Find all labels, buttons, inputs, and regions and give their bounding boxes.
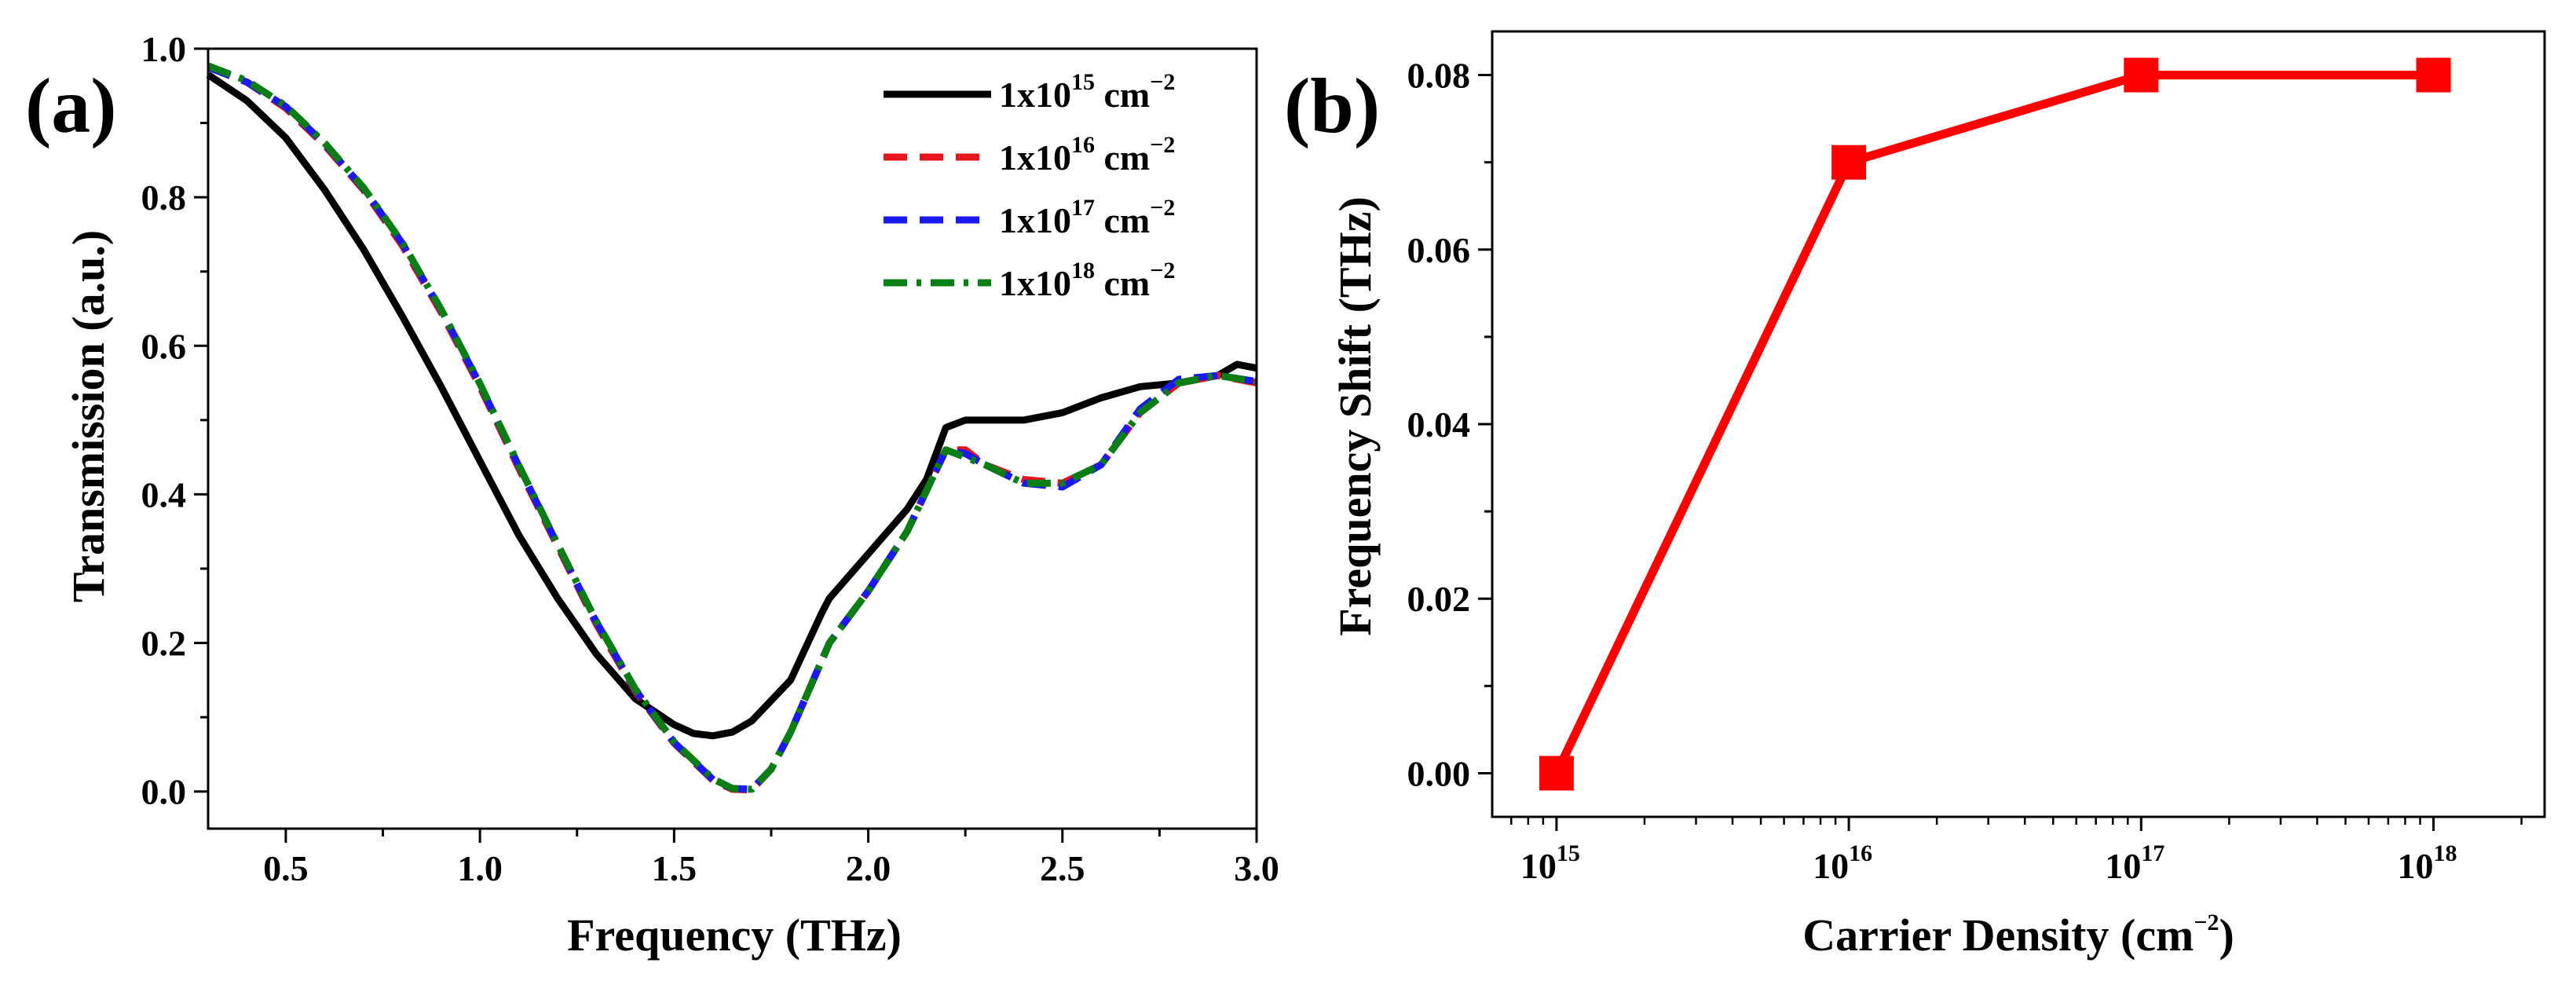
x-tick-label: 1018 xyxy=(2398,840,2457,886)
panel-b-x-axis-title-text: Carrier Density (cm xyxy=(1802,910,2194,961)
x-tick-label-base: 10 xyxy=(2105,846,2141,886)
data-point-marker xyxy=(1539,756,1574,791)
legend-label-unit-exp: −2 xyxy=(1150,195,1175,221)
y-tick-label: 0.02 xyxy=(1407,579,1471,619)
legend-label-exp: 15 xyxy=(1071,69,1095,95)
y-tick-label: 0.06 xyxy=(1407,230,1471,270)
y-tick-label: 0.08 xyxy=(1407,56,1471,96)
panel-b: (b) 1015 1016 1017 10180.000.020.040.060.08… xyxy=(1284,30,2546,961)
series-line-18 xyxy=(207,62,1257,793)
x-tick-label: 1016 xyxy=(1813,840,1872,886)
legend-label-unit: cm xyxy=(1095,263,1150,303)
panel-a-frame xyxy=(207,47,1258,830)
panel-b-y-axis-title: Frequency Shift (THz) xyxy=(1330,196,1381,636)
panel-a-x-axis-title: Frequency (THz) xyxy=(567,910,902,961)
legend-label-unit-exp: −2 xyxy=(1150,69,1175,95)
legend-label-base: 1x10 xyxy=(999,137,1071,178)
x-tick-label: 1.0 xyxy=(457,848,503,888)
x-tick-label-base: 10 xyxy=(1520,846,1557,886)
panel-b-x-axis-title-exp: −2 xyxy=(2194,910,2219,935)
x-tick-label-base: 10 xyxy=(1813,846,1849,886)
x-tick-label: 3.0 xyxy=(1234,848,1279,888)
legend-label-unit-exp: −2 xyxy=(1150,132,1175,158)
legend-label-unit-exp: −2 xyxy=(1150,258,1175,284)
legend-label-exp: 17 xyxy=(1071,195,1095,221)
legend-label-base: 1x10 xyxy=(999,200,1071,240)
legend-label-15: 1x1015 cm−2 xyxy=(999,69,1175,115)
y-tick-label: 0.6 xyxy=(141,326,187,366)
legend-label-16: 1x1016 cm−2 xyxy=(999,132,1175,178)
frequency-shift-line xyxy=(1552,71,2434,775)
panel-b-x-axis-title: Carrier Density (cm−2) xyxy=(1802,910,2234,961)
legend-label-base: 1x10 xyxy=(999,75,1071,115)
legend-label-17: 1x1017 cm−2 xyxy=(999,195,1175,240)
panel-b-series-group xyxy=(1539,57,2451,791)
x-tick-label-exp: 17 xyxy=(2141,840,2164,866)
x-tick-label-exp: 16 xyxy=(1849,840,1872,866)
panel-b-label: (b) xyxy=(1284,62,1380,149)
panel-b-x-axis-title-end: ) xyxy=(2219,910,2234,961)
panel-a-label: (a) xyxy=(25,62,117,149)
y-tick-label: 0.0 xyxy=(141,772,187,812)
legend-label-unit: cm xyxy=(1095,137,1150,178)
panel-a-y-axis-title: Transmission (a.u.) xyxy=(63,230,114,602)
x-tick-label: 1017 xyxy=(2105,840,2164,886)
legend-label-unit: cm xyxy=(1095,200,1150,240)
panel-a-axes-group: 0.5 1.0 1.5 2.0 2.5 3.0 0.0 0.2 0.4 0.6 0.8 1.0 xyxy=(141,29,1279,888)
legend-label-unit: cm xyxy=(1095,75,1150,115)
data-point-marker xyxy=(2124,57,2159,93)
panel-a-series-group xyxy=(206,62,1257,794)
x-tick-label: 2.5 xyxy=(1040,848,1085,888)
y-tick-label: 0.8 xyxy=(141,178,187,218)
x-tick-label: 1.5 xyxy=(652,848,697,888)
x-tick-label-exp: 15 xyxy=(1557,840,1580,866)
data-point-marker xyxy=(1831,145,1867,180)
legend-label-exp: 16 xyxy=(1071,132,1095,158)
legend-label-exp: 18 xyxy=(1071,258,1095,284)
data-point-marker xyxy=(2416,57,2451,93)
y-tick-label: 0.2 xyxy=(141,624,187,664)
legend-label-base: 1x10 xyxy=(999,263,1071,303)
x-tick-label-base: 10 xyxy=(2398,846,2434,886)
y-tick-label: 1.0 xyxy=(141,29,187,69)
x-tick-label: 0.5 xyxy=(263,848,309,888)
series-line-15 xyxy=(206,71,1257,740)
x-tick-label: 2.0 xyxy=(846,848,891,888)
y-tick-label: 0.04 xyxy=(1407,404,1471,445)
x-tick-label: 1015 xyxy=(1520,840,1580,886)
x-tick-label-exp: 18 xyxy=(2434,840,2457,866)
legend-label-18: 1x1018 cm−2 xyxy=(999,258,1175,303)
panel-a: (a) 0.5 1.0 1.5 2.0 2.5 3.0 0.0 0.2 0.4 0.6 0.8 1.0… xyxy=(25,29,1279,961)
panel-b-frame xyxy=(1491,30,2546,818)
y-tick-label: 0.4 xyxy=(141,474,187,514)
y-tick-label: 0.00 xyxy=(1407,753,1471,793)
